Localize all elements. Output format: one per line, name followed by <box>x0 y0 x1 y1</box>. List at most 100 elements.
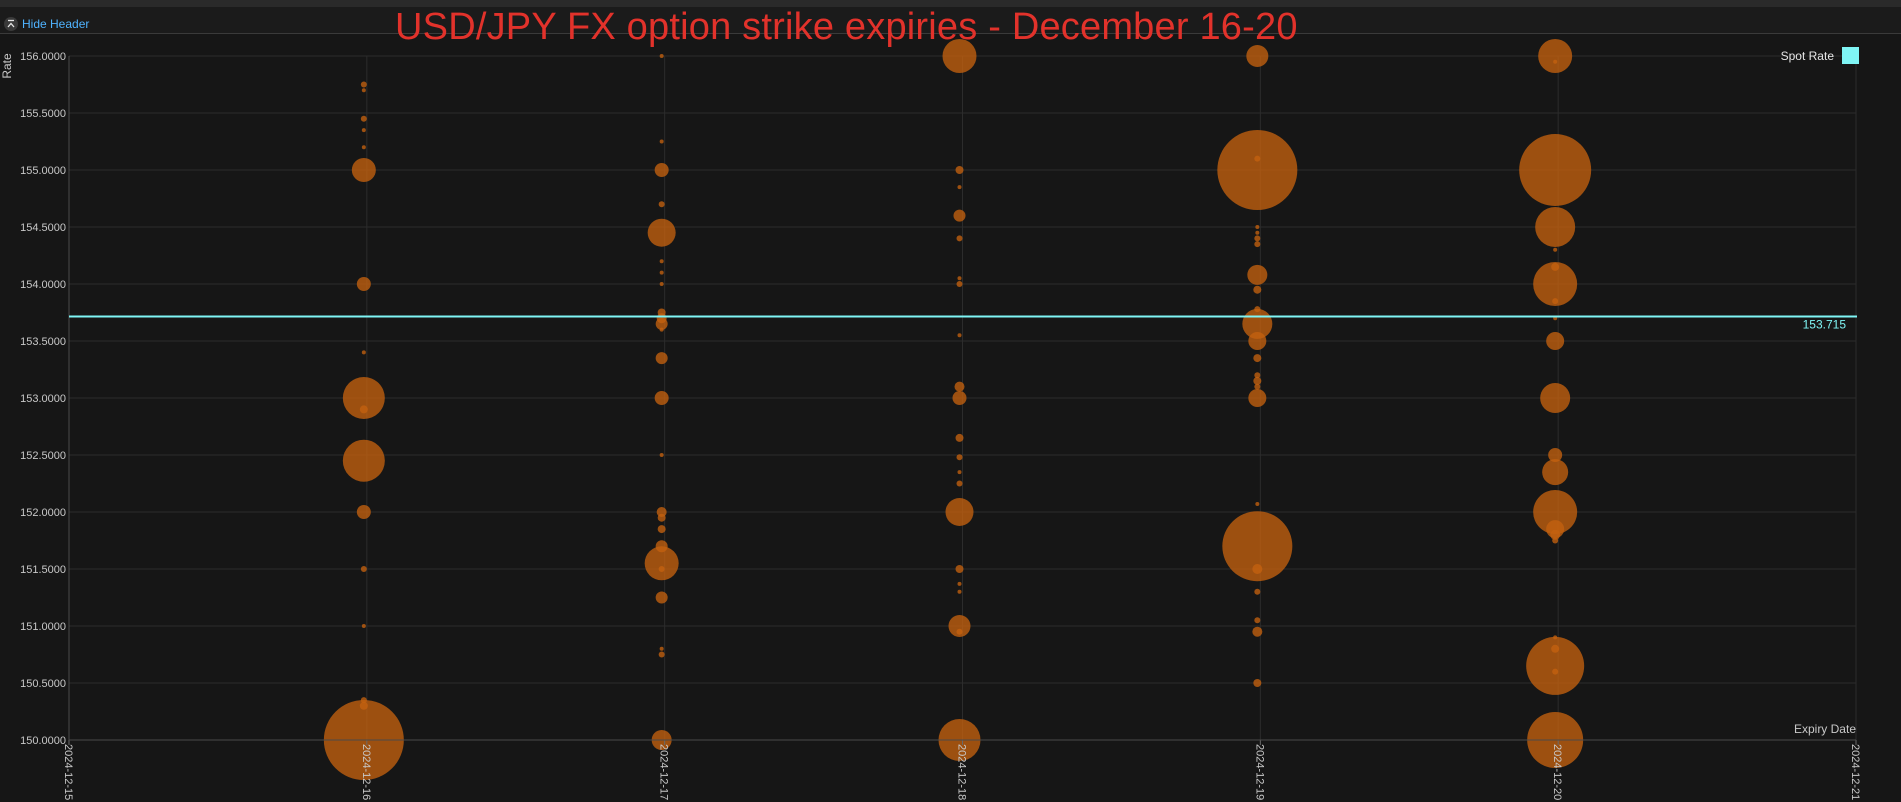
strike-bubble[interactable] <box>957 589 962 594</box>
strike-bubble[interactable] <box>1519 134 1592 206</box>
strike-bubble[interactable] <box>659 327 664 332</box>
strike-bubble[interactable] <box>954 381 965 392</box>
strike-bubble[interactable] <box>956 454 963 461</box>
strike-bubble[interactable] <box>356 277 371 291</box>
strike-bubble[interactable] <box>1254 617 1261 624</box>
strike-bubble[interactable] <box>342 377 385 419</box>
strike-bubble[interactable] <box>657 513 666 522</box>
strike-bubble[interactable] <box>1551 644 1560 653</box>
strike-bubble[interactable] <box>360 566 367 572</box>
strike-bubble[interactable] <box>948 615 971 637</box>
strike-bubble[interactable] <box>1552 537 1559 544</box>
strike-bubble[interactable] <box>360 697 367 704</box>
strike-bubble[interactable] <box>1553 59 1558 64</box>
strike-bubble[interactable] <box>647 218 676 247</box>
strike-bubble[interactable] <box>342 439 385 482</box>
strike-bubble[interactable] <box>656 507 667 517</box>
strike-bubble[interactable] <box>956 235 963 242</box>
strike-bubble[interactable] <box>1552 668 1559 675</box>
strike-bubble[interactable] <box>658 651 665 658</box>
strike-bubble[interactable] <box>654 391 669 405</box>
strike-bubble[interactable] <box>1247 264 1268 285</box>
strike-bubble[interactable] <box>356 505 371 519</box>
strike-bubble[interactable] <box>955 166 964 174</box>
strike-bubble[interactable] <box>659 646 664 651</box>
strike-bubble[interactable] <box>654 163 669 177</box>
strike-bubble[interactable] <box>1546 332 1565 350</box>
strike-bubble[interactable] <box>1254 241 1261 248</box>
strike-bubble[interactable] <box>956 480 963 487</box>
strike-bubble[interactable] <box>1254 235 1261 242</box>
strike-bubble[interactable] <box>957 276 962 281</box>
strike-bubble[interactable] <box>644 546 679 581</box>
strike-bubble[interactable] <box>957 333 962 338</box>
strike-bubble[interactable] <box>657 525 666 534</box>
strike-bubble[interactable] <box>655 352 668 365</box>
strike-bubble[interactable] <box>1526 636 1585 695</box>
strike-bubble[interactable] <box>1255 225 1260 229</box>
strike-bubble[interactable] <box>1533 490 1578 534</box>
strike-bubble[interactable] <box>659 282 664 286</box>
strike-bubble[interactable] <box>1254 155 1261 162</box>
strike-bubble[interactable] <box>361 88 366 93</box>
strike-bubble[interactable] <box>1254 588 1261 595</box>
strike-bubble[interactable] <box>1254 306 1261 313</box>
strike-bubble[interactable] <box>360 115 367 122</box>
strike-bubble[interactable] <box>361 145 366 150</box>
strike-bubble[interactable] <box>945 498 974 526</box>
strike-bubble[interactable] <box>956 281 963 287</box>
strike-bubble[interactable] <box>655 591 668 604</box>
strike-bubble[interactable] <box>1253 354 1262 363</box>
strike-bubble[interactable] <box>1552 298 1559 305</box>
strike-bubble[interactable] <box>1248 332 1267 350</box>
strike-bubble[interactable] <box>361 350 366 355</box>
strike-bubble[interactable] <box>1253 285 1262 294</box>
strike-bubble[interactable] <box>956 628 963 635</box>
strike-bubble[interactable] <box>659 139 664 144</box>
strike-bubble[interactable] <box>361 624 366 628</box>
strike-bubble[interactable] <box>1538 39 1573 73</box>
strike-bubble[interactable] <box>359 701 368 710</box>
strike-bubble[interactable] <box>659 54 664 58</box>
strike-bubble[interactable] <box>1252 626 1263 637</box>
strike-bubble[interactable] <box>655 540 668 553</box>
strike-bubble[interactable] <box>957 581 962 586</box>
hide-header-button[interactable]: Hide Header <box>4 15 89 33</box>
strike-bubble[interactable] <box>942 39 977 73</box>
strike-bubble[interactable] <box>1551 262 1560 271</box>
strike-bubble[interactable] <box>1253 679 1262 687</box>
strike-bubble[interactable] <box>1246 45 1269 67</box>
strike-bubble[interactable] <box>1222 511 1293 582</box>
strike-bubble[interactable] <box>1254 383 1261 390</box>
strike-bubble[interactable] <box>1248 389 1267 407</box>
strike-bubble[interactable] <box>359 405 368 414</box>
strike-bubble[interactable] <box>1553 635 1558 640</box>
strike-bubble[interactable] <box>1550 529 1561 540</box>
strike-bubble[interactable] <box>952 391 967 405</box>
strike-bubble[interactable] <box>658 201 665 208</box>
strike-bubble[interactable] <box>657 308 666 317</box>
strike-bubble[interactable] <box>1548 448 1563 462</box>
strike-bubble[interactable] <box>955 433 964 442</box>
strike-bubble[interactable] <box>659 259 664 264</box>
strike-bubble[interactable] <box>1540 383 1571 413</box>
strike-bubble[interactable] <box>351 158 376 182</box>
strike-bubble[interactable] <box>659 270 664 275</box>
strike-bubble[interactable] <box>1542 459 1569 486</box>
strike-bubble[interactable] <box>1255 230 1260 235</box>
strike-bubble[interactable] <box>659 453 664 457</box>
strike-bubble[interactable] <box>953 209 966 222</box>
strike-bubble[interactable] <box>361 128 366 133</box>
strike-bubble[interactable] <box>955 565 964 573</box>
strike-bubble[interactable] <box>360 81 367 88</box>
strike-bubble[interactable] <box>1217 130 1298 210</box>
strike-bubble[interactable] <box>658 566 665 572</box>
chart-legend[interactable]: Spot Rate <box>1781 47 1859 64</box>
strike-bubble[interactable] <box>1253 376 1262 385</box>
strike-bubble[interactable] <box>1535 207 1576 247</box>
strike-bubble[interactable] <box>1255 502 1260 507</box>
strike-bubble[interactable] <box>957 470 962 475</box>
strike-bubble[interactable] <box>1533 262 1578 306</box>
strike-bubble[interactable] <box>1254 372 1261 379</box>
strike-bubble[interactable] <box>1553 247 1558 252</box>
